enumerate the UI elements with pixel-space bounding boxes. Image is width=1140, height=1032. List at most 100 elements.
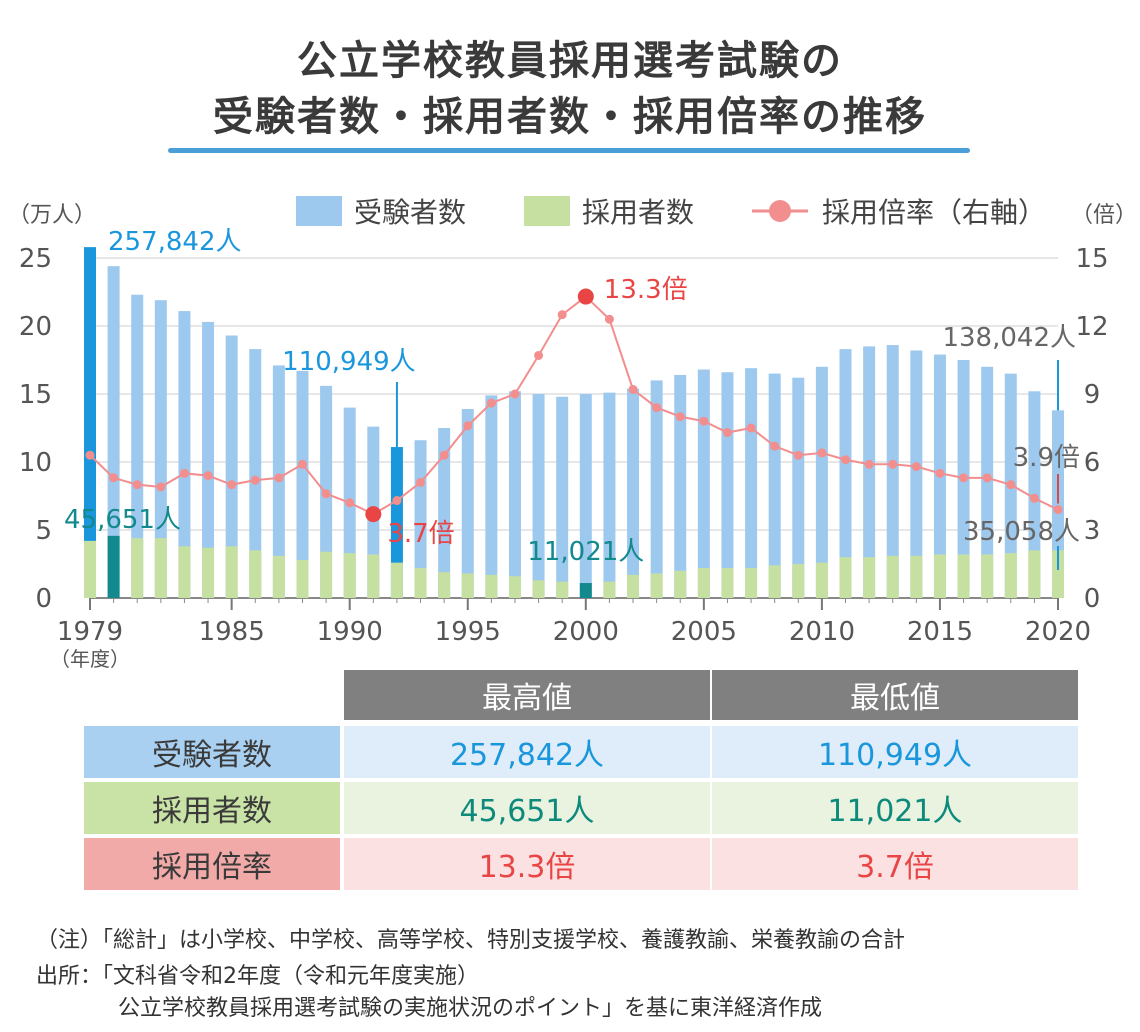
ratio-point [321, 489, 331, 499]
right-tick-label: 3 [1084, 516, 1101, 546]
legend-label-hired: 採用者数 [582, 196, 694, 229]
ratio-point [534, 350, 544, 360]
hired-bar [461, 573, 474, 598]
ratio-point [911, 462, 921, 472]
hired-bar [438, 572, 451, 598]
hired-bar [84, 540, 96, 598]
hired-bar [933, 554, 946, 598]
x-tick-label: 2005 [671, 617, 737, 647]
ratio-point [227, 480, 237, 490]
applicants-bar [768, 373, 781, 598]
annotation-ratio-end: 3.9倍 [1013, 443, 1080, 473]
applicants-bar [556, 396, 569, 598]
hired-bar [981, 554, 994, 598]
ratio-point [463, 421, 473, 431]
hired-min: 11,021人 [712, 782, 1078, 834]
ratio-point [345, 498, 355, 508]
hired-bar [627, 574, 640, 598]
ratio-point [888, 459, 898, 469]
applicants-bar [674, 374, 687, 598]
hired-bar [768, 565, 781, 598]
ratio-point [982, 473, 992, 483]
hired-bar [202, 547, 215, 598]
chart-title-line1: 公立学校教員採用選考試験の [297, 38, 843, 84]
applicants-bar [603, 392, 616, 598]
ratio-point [652, 403, 662, 413]
ratio-point [179, 468, 189, 478]
hired-bar [1052, 550, 1064, 598]
hired-bar [296, 559, 309, 598]
x-tick-label: 2020 [1025, 617, 1091, 647]
ratio-point [746, 423, 756, 433]
applicants-bar [508, 391, 521, 598]
hired-bar [414, 568, 427, 598]
left-tick-label: 25 [19, 244, 52, 274]
right-tick-label: 12 [1075, 312, 1108, 342]
hired-bar [343, 553, 356, 598]
hired-bar [1004, 553, 1017, 598]
applicants-bar [438, 428, 451, 598]
ratio-point [1006, 480, 1016, 490]
annotation-applicants-max: 257,842人 [108, 227, 242, 257]
legend-label-ratio: 採用倍率（右軸） [822, 196, 1046, 229]
ratio-point [770, 441, 780, 451]
x-tick-label: 1990 [317, 617, 383, 647]
ratio-point [628, 384, 638, 394]
note-source-cont: 公立学校教員採用選考試験の実施状況のポイント」を基に東洋経済作成 [118, 996, 823, 1021]
applicants-bar [650, 380, 663, 598]
ratio-point [416, 477, 426, 487]
applicants-bar [84, 247, 96, 598]
applicants-bar [249, 349, 262, 598]
applicants-bar [697, 369, 710, 598]
right-tick-label: 9 [1084, 380, 1101, 410]
hired-bar [508, 576, 521, 598]
hired-bar [745, 568, 758, 598]
annotation-hired-max: 45,651人 [64, 505, 181, 535]
applicants-min: 110,949人 [712, 726, 1078, 778]
hired-bar [154, 538, 167, 598]
note-total: （注）「総計」は小学校、中学校、高等学校、特別支援学校、養護教諭、栄養教諭の合計 [36, 928, 906, 953]
ratio-point [109, 473, 119, 483]
ratio-min: 3.7倍 [712, 838, 1078, 890]
ratio-point [959, 473, 969, 483]
x-tick-label: 2015 [907, 617, 973, 647]
ratio-point [1029, 493, 1039, 503]
ratio-point [722, 428, 732, 438]
ratio-point [675, 412, 685, 422]
right-tick-label: 0 [1084, 584, 1101, 614]
left-tick-label: 0 [35, 584, 52, 614]
legend-swatch-hired [524, 196, 570, 226]
applicants-bar [815, 366, 828, 598]
legend-marker-ratio [769, 200, 791, 222]
ratio-point [841, 455, 851, 465]
row-label-applicants: 受験者数 [84, 726, 340, 778]
hired-bar [650, 573, 663, 598]
hired-bar [272, 555, 285, 598]
ratio-point [250, 475, 260, 485]
x-tick-label: 1979 [57, 617, 123, 647]
hired-bar [390, 562, 403, 598]
applicants-bar [178, 311, 191, 598]
right-axis-unit: （倍） [1071, 203, 1137, 228]
hired-bar [579, 583, 592, 598]
hired-bar [863, 557, 876, 598]
applicants-bar [485, 395, 498, 598]
annotation-applicants-end: 138,042人 [942, 323, 1076, 353]
applicants-bar [202, 321, 215, 598]
legend-label-applicants: 受験者数 [354, 196, 466, 229]
ratio-max: 13.3倍 [344, 838, 710, 890]
row-label-hired: 採用者数 [84, 782, 340, 834]
ratio-point [817, 448, 827, 458]
hired-bar [697, 568, 710, 598]
hired-bar [792, 564, 805, 598]
ratio-point [793, 450, 803, 460]
hired-bar [815, 562, 828, 598]
hired-bar [1028, 550, 1041, 598]
hired-bar [839, 557, 852, 598]
applicants-bar [981, 366, 994, 598]
annotation-applicants-min: 110,949人 [282, 347, 416, 377]
annotation-ratio-max: 13.3倍 [604, 275, 688, 305]
applicants-bar [461, 408, 474, 598]
applicants-bar [910, 350, 923, 598]
hired-bar [178, 546, 191, 598]
